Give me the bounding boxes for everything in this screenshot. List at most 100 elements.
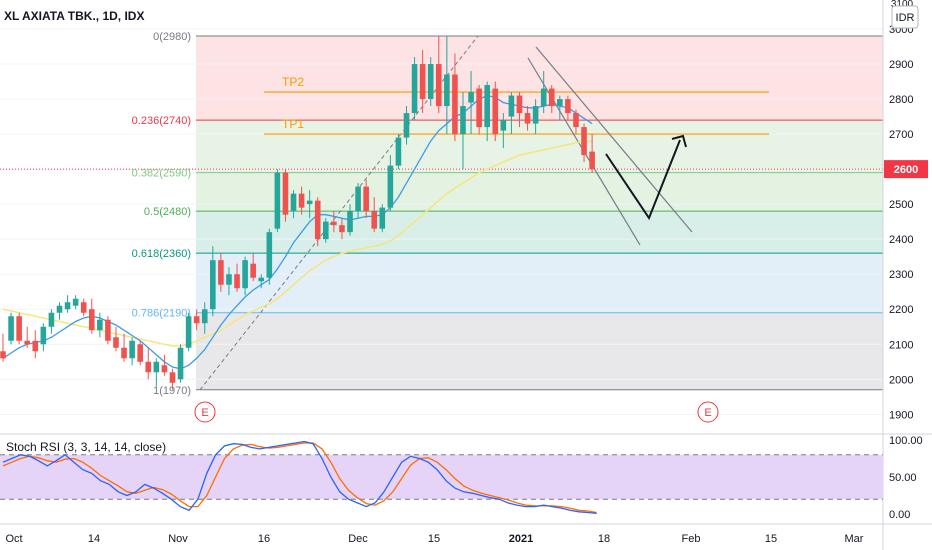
candle[interactable]	[355, 183, 361, 219]
candle[interactable]	[403, 106, 410, 145]
candle[interactable]	[411, 57, 418, 121]
candle[interactable]	[282, 169, 289, 222]
candle[interactable]	[339, 218, 345, 240]
candle[interactable]	[177, 344, 184, 383]
candle[interactable]	[129, 337, 135, 366]
candle[interactable]	[548, 85, 555, 114]
candle[interactable]	[573, 109, 579, 135]
candle[interactable]	[201, 302, 208, 334]
candle-body	[427, 64, 434, 100]
time-axis-tick: 18	[598, 533, 610, 545]
candle[interactable]	[298, 186, 305, 215]
earnings-marker[interactable]: E	[697, 401, 719, 423]
price-axis-tick: 2900	[889, 59, 913, 71]
candle[interactable]	[88, 298, 95, 334]
candle-body	[97, 319, 103, 331]
candle[interactable]	[234, 263, 240, 292]
candle[interactable]	[290, 190, 297, 219]
candle[interactable]	[8, 312, 14, 345]
candle[interactable]	[500, 113, 507, 149]
projection-path[interactable]	[605, 139, 681, 221]
time-axis-tick: Mar	[845, 533, 864, 545]
candle[interactable]	[379, 204, 386, 233]
channel-upper-line[interactable]	[535, 46, 693, 233]
candle[interactable]	[532, 99, 539, 135]
candle[interactable]	[460, 92, 466, 170]
target-label: TP1	[282, 117, 304, 131]
candle[interactable]	[524, 106, 531, 131]
candle[interactable]	[395, 134, 402, 170]
time-axis-tick: 14	[88, 533, 100, 545]
candle[interactable]	[484, 81, 490, 142]
candle[interactable]	[444, 36, 450, 135]
time-axis[interactable]: Oct 14 Nov 16 Dec 15 2021 18 Feb 15 Mar	[0, 523, 932, 545]
candle[interactable]	[516, 92, 523, 128]
candle[interactable]	[314, 197, 321, 247]
candle[interactable]	[185, 312, 192, 352]
candle[interactable]	[274, 169, 281, 233]
candle[interactable]	[419, 50, 426, 114]
candle[interactable]	[40, 323, 47, 352]
currency-badge[interactable]: IDR	[891, 5, 919, 29]
candle[interactable]	[363, 179, 369, 219]
current-price-badge[interactable]	[884, 160, 928, 179]
candle[interactable]	[589, 134, 595, 173]
candle[interactable]	[161, 354, 168, 376]
candle[interactable]	[323, 218, 329, 243]
candle[interactable]	[250, 253, 256, 282]
candle[interactable]	[476, 85, 482, 135]
candle[interactable]	[266, 228, 273, 285]
candle[interactable]	[0, 333, 6, 362]
candle[interactable]	[121, 333, 127, 362]
price-axis[interactable]: 3100300029002800270026002500240023002200…	[882, 0, 928, 550]
candle[interactable]	[492, 81, 499, 142]
candle[interactable]	[193, 309, 200, 331]
candle[interactable]	[137, 340, 143, 366]
candle[interactable]	[56, 302, 63, 320]
candle[interactable]	[540, 71, 547, 114]
candle[interactable]	[387, 155, 394, 212]
candle[interactable]	[347, 204, 353, 236]
candle[interactable]	[258, 274, 265, 289]
candle[interactable]	[226, 267, 232, 296]
candle[interactable]	[169, 368, 176, 390]
candle[interactable]	[435, 36, 442, 114]
candle[interactable]	[48, 309, 55, 334]
candle[interactable]	[468, 71, 474, 135]
candle[interactable]	[452, 53, 458, 142]
candle[interactable]	[565, 95, 571, 121]
candle[interactable]	[581, 123, 587, 163]
candle-body	[226, 274, 232, 285]
stoch-rsi-label: Stoch RSI (3, 3, 14, 14, close)	[6, 440, 166, 454]
candle[interactable]	[210, 246, 216, 317]
candle[interactable]	[153, 358, 160, 387]
candle[interactable]	[331, 211, 337, 233]
candle[interactable]	[80, 298, 87, 317]
earnings-marker[interactable]: E	[194, 401, 216, 423]
candle[interactable]	[508, 92, 515, 135]
stoch-rsi-pane[interactable]: 100.00 50.00 0.00	[0, 433, 932, 521]
candle[interactable]	[306, 190, 313, 219]
candle[interactable]	[145, 347, 152, 380]
candle[interactable]	[16, 312, 22, 345]
candle[interactable]	[371, 197, 378, 233]
candlesticks[interactable]	[0, 36, 595, 390]
candle[interactable]	[32, 330, 39, 359]
candle[interactable]	[105, 316, 111, 345]
candle[interactable]	[97, 312, 103, 338]
candle-body	[250, 263, 256, 278]
candle[interactable]	[427, 57, 434, 107]
candle[interactable]	[64, 295, 71, 313]
candle[interactable]	[72, 295, 79, 310]
candle[interactable]	[242, 256, 248, 296]
candle[interactable]	[24, 326, 31, 348]
target-lines[interactable]: TP2 TP1	[264, 75, 769, 135]
candle-body	[24, 340, 31, 345]
projection-arrow-icon[interactable]	[671, 134, 687, 148]
candle[interactable]	[557, 95, 563, 121]
candle[interactable]	[113, 326, 119, 352]
chart-title: XL AXIATA TBK., 1D, IDX	[4, 9, 144, 23]
candle[interactable]	[218, 253, 224, 292]
